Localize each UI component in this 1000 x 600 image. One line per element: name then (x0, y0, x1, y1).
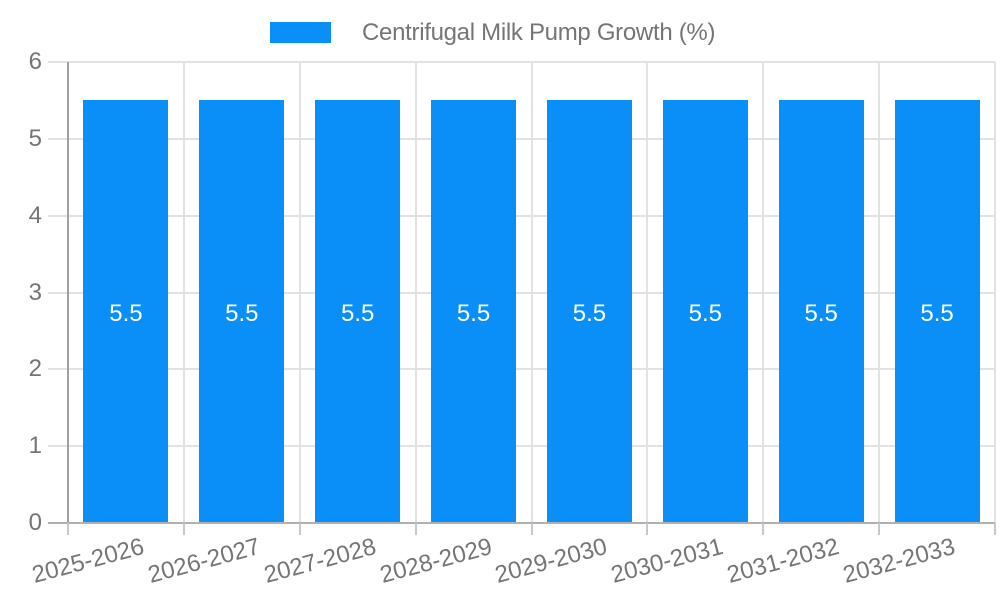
x-tick (646, 523, 649, 535)
bar (431, 100, 517, 523)
y-tick-label: 3 (28, 278, 42, 306)
x-axis-line (48, 522, 995, 524)
bar (83, 100, 169, 523)
gridline-v (762, 62, 765, 523)
bar-value-label: 5.5 (804, 299, 838, 327)
x-tick (878, 523, 881, 535)
y-tick-label: 1 (28, 432, 42, 460)
y-tick (48, 137, 68, 140)
gridline-v (530, 62, 533, 523)
gridline-v (878, 62, 881, 523)
x-tick (994, 523, 996, 535)
x-tick (762, 523, 765, 535)
y-tick (48, 61, 68, 63)
bar (778, 100, 864, 523)
bar (315, 100, 401, 523)
gridline-v (182, 62, 185, 523)
y-tick-label: 4 (28, 201, 42, 229)
gridline-v (646, 62, 649, 523)
x-tick (530, 523, 533, 535)
bar-value-label: 5.5 (688, 299, 722, 327)
x-tick (298, 523, 301, 535)
bar-value-label: 5.5 (572, 299, 607, 327)
bar-value-label: 5.5 (225, 299, 259, 327)
y-tick (48, 291, 68, 294)
bar (662, 100, 748, 523)
y-axis-line (67, 62, 69, 535)
bar-value-label: 5.5 (109, 299, 143, 327)
x-tick (182, 523, 185, 535)
bar-value-label: 5.5 (341, 299, 375, 327)
x-tick (67, 523, 69, 535)
gridline-v (298, 62, 301, 523)
bar-value-label: 5.5 (920, 299, 954, 327)
y-tick (48, 368, 68, 371)
y-tick (48, 445, 68, 448)
bar (546, 100, 632, 523)
y-tick-label: 6 (28, 48, 42, 75)
legend-label: Centrifugal Milk Pump Growth (%) (362, 19, 716, 46)
x-tick (414, 523, 417, 535)
legend: Centrifugal Milk Pump Growth (%) (0, 0, 1000, 50)
bar (199, 100, 285, 523)
bar (894, 100, 980, 523)
legend-swatch (270, 22, 331, 43)
gridline-v (414, 62, 417, 523)
gridline-v (994, 62, 996, 523)
bar-value-label: 5.5 (456, 299, 491, 327)
y-tick-label: 5 (28, 124, 42, 152)
y-tick-label: 0 (28, 509, 42, 536)
y-tick-label: 2 (28, 355, 42, 383)
y-tick (48, 214, 68, 217)
